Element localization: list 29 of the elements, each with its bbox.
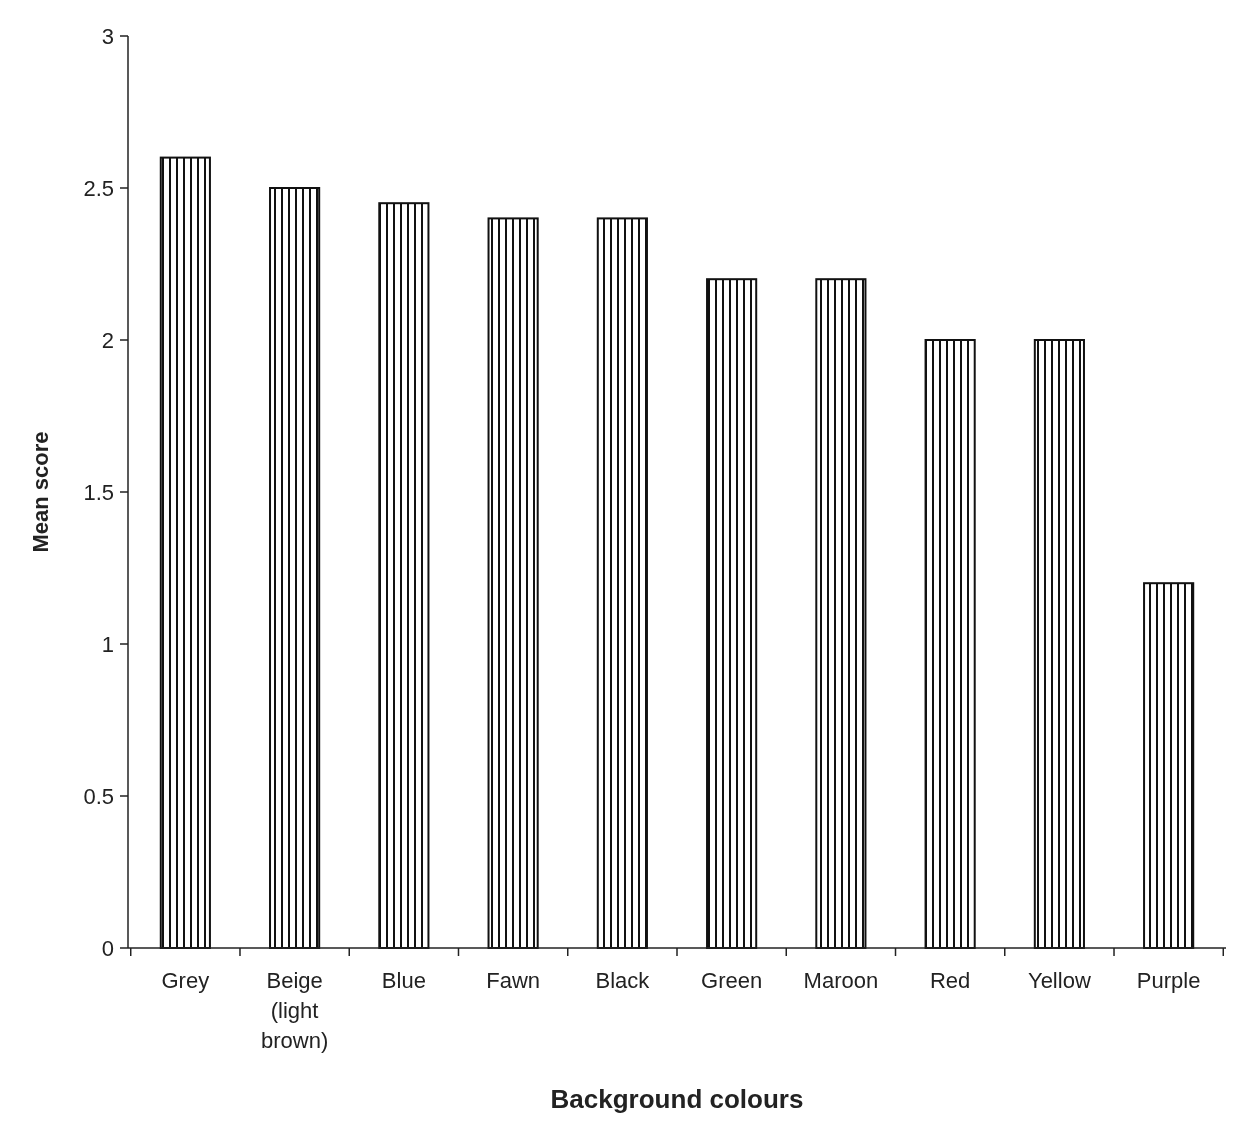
- bar: [159, 156, 211, 949]
- bar: [487, 217, 539, 949]
- y-tick-label: 1.5: [83, 479, 114, 505]
- bar: [706, 278, 758, 949]
- y-axis-title: Mean score: [28, 431, 53, 553]
- bar: [1033, 339, 1085, 949]
- bar: [596, 217, 648, 949]
- x-tick-label: Fawn: [486, 968, 541, 993]
- x-tick-label: Black: [595, 968, 651, 993]
- x-tick-label: Blue: [381, 968, 426, 993]
- x-axis-title: Background colours: [550, 1084, 804, 1114]
- y-tick-label: 0: [101, 935, 114, 961]
- bar: [1143, 582, 1195, 949]
- bar: [378, 202, 430, 949]
- x-tick-label: Grey: [161, 968, 210, 993]
- bar: [815, 278, 867, 949]
- x-tick-label: Red: [929, 968, 971, 993]
- x-tick-label: Purple: [1136, 968, 1201, 993]
- x-tick-label: Maroon: [803, 968, 879, 993]
- x-tick-label: Yellow: [1027, 968, 1091, 993]
- x-tick-label: Beige (light brown): [260, 968, 329, 1053]
- y-tick-label: 1: [101, 631, 114, 657]
- y-tick-label: 2: [101, 327, 114, 353]
- bar: [924, 339, 976, 949]
- y-tick-label: 3: [101, 23, 114, 49]
- bar: [269, 187, 321, 949]
- y-tick-label: 0.5: [83, 783, 114, 809]
- x-tick-label: Green: [701, 968, 763, 993]
- y-tick-label: 2.5: [83, 175, 114, 201]
